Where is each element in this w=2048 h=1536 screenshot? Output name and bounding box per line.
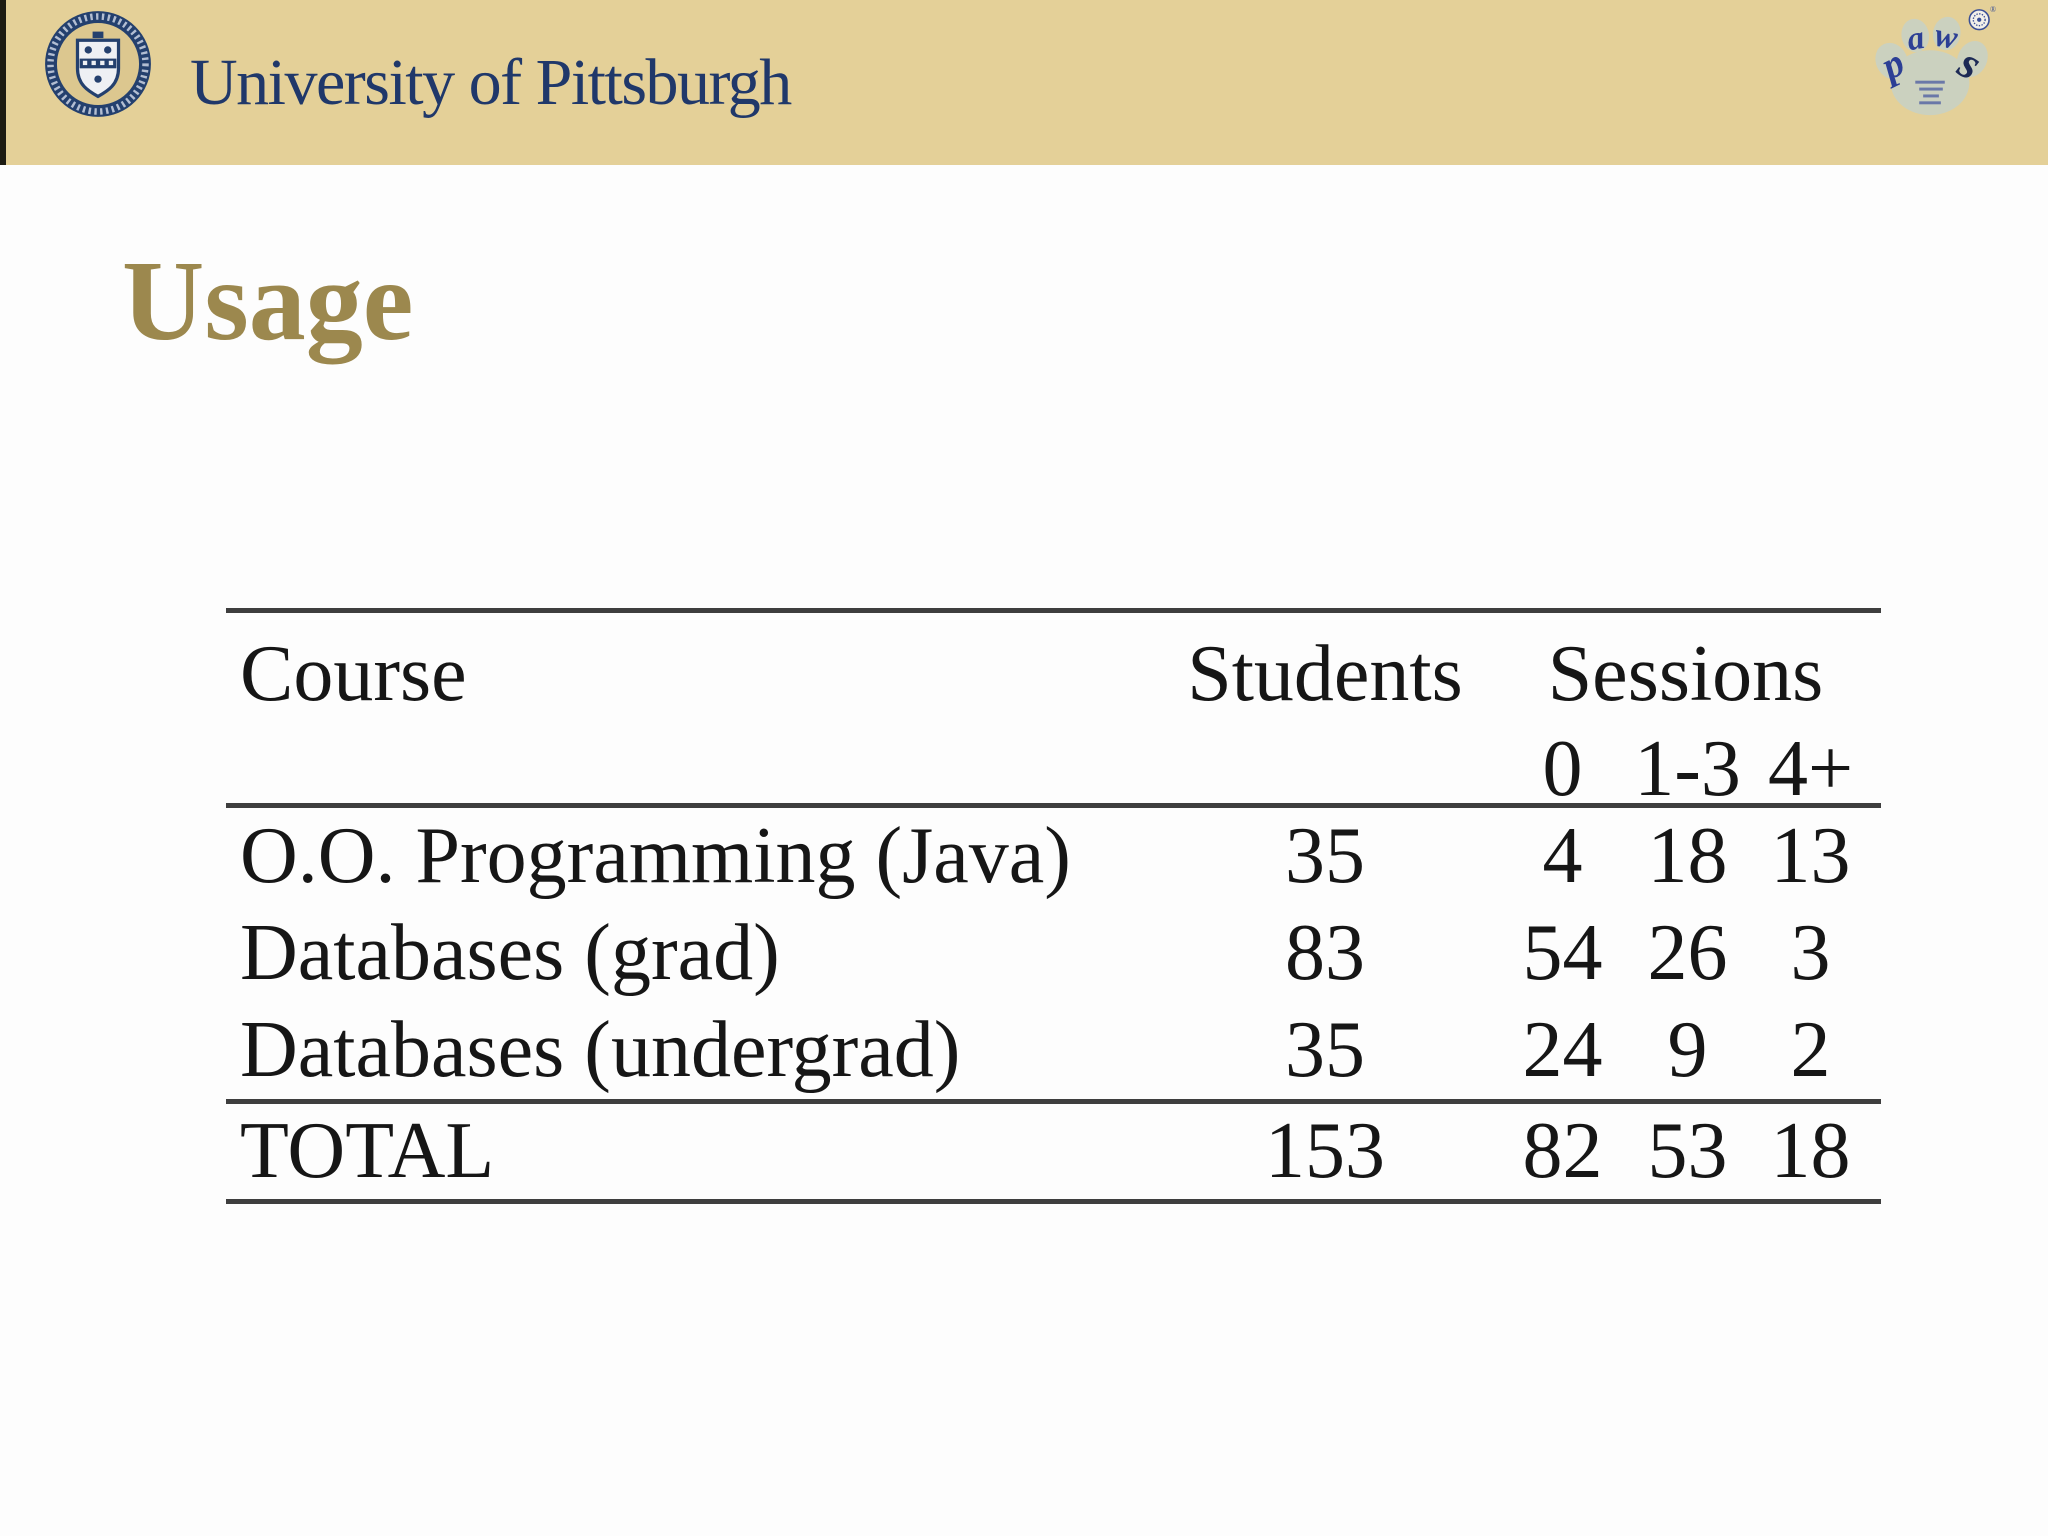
university-wordmark: University of Pittsburgh	[190, 45, 792, 119]
row-sessions-4: 3	[1790, 909, 1831, 997]
pitt-seal-icon	[45, 11, 151, 117]
header-band: University of Pittsburgh p a w s ®	[0, 0, 2048, 165]
row-sessions-0: 4	[1542, 812, 1583, 900]
row-students: 35	[1285, 812, 1365, 900]
table-rule-header	[226, 803, 1881, 808]
band-left-edge	[0, 0, 6, 165]
table-rule-bottom	[226, 1199, 1881, 1204]
table-rule-total	[226, 1099, 1881, 1104]
row-sessions-0: 54	[1522, 909, 1603, 997]
total-sessions-0: 82	[1522, 1107, 1603, 1195]
col-header-spacer-students	[1160, 735, 1490, 803]
total-students: 153	[1265, 1107, 1385, 1195]
usage-table: Course Students Sessions 0 1-3 4+ O.O. P…	[226, 608, 1881, 1204]
row-course: Databases (undergrad)	[240, 1006, 961, 1094]
row-course: O.O. Programming (Java)	[240, 812, 1071, 900]
row-sessions-13: 18	[1647, 812, 1728, 900]
col-header-sessions-0: 0	[1542, 724, 1583, 813]
paws-logo: p a w s ®	[1872, 5, 1996, 116]
total-label: TOTAL	[240, 1107, 495, 1195]
col-header-sessions: Sessions	[1547, 629, 1824, 718]
row-sessions-0: 24	[1522, 1006, 1603, 1094]
row-sessions-4: 13	[1770, 812, 1851, 900]
row-sessions-4: 2	[1790, 1006, 1831, 1094]
row-sessions-13: 9	[1667, 1006, 1708, 1094]
col-header-sessions-4: 4+	[1767, 724, 1854, 813]
col-header-sessions-13: 1-3	[1634, 724, 1741, 813]
col-header-course: Course	[240, 629, 467, 718]
total-sessions-4: 18	[1770, 1107, 1851, 1195]
row-students: 83	[1285, 909, 1365, 997]
col-header-students: Students	[1187, 629, 1463, 718]
row-students: 35	[1285, 1006, 1365, 1094]
col-header-spacer-course	[226, 735, 1160, 803]
table-rule-top	[226, 608, 1881, 613]
total-sessions-13: 53	[1647, 1107, 1728, 1195]
paws-letter-a: a	[1904, 19, 1927, 58]
row-course: Databases (grad)	[240, 909, 780, 997]
registered-mark: ®	[1990, 5, 1996, 14]
paws-letter-w: w	[1932, 17, 1961, 57]
row-sessions-13: 26	[1647, 909, 1728, 997]
slide-title: Usage	[122, 237, 414, 364]
